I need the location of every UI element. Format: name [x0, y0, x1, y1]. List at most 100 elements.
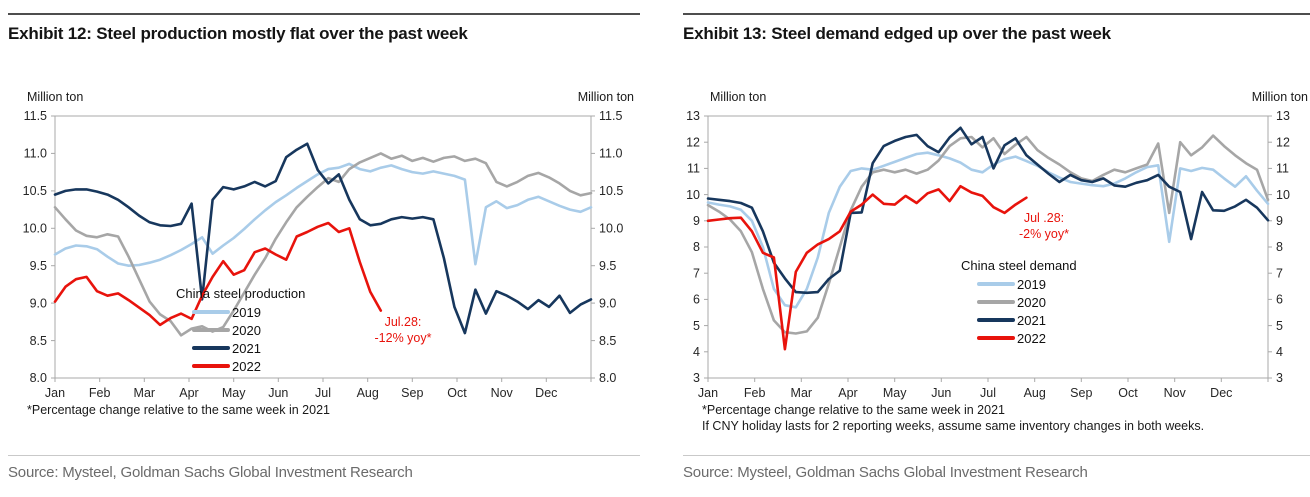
legend-item-2022: 2022: [192, 357, 305, 375]
panel-top-rule: [8, 13, 640, 15]
x-tick-month: Jan: [698, 386, 718, 400]
x-tick-month: Dec: [1210, 386, 1232, 400]
y-tick-right: 9: [1276, 214, 1283, 228]
y-tick-left: 4: [693, 345, 700, 359]
axes-frame: [51, 115, 595, 382]
annotation-yoy-value: -12% yoy*: [374, 331, 432, 346]
source-line: Source: Mysteel, Goldman Sachs Global In…: [8, 464, 413, 481]
y-tick-right: 4: [1276, 345, 1283, 359]
x-tick-month: Oct: [1118, 386, 1138, 400]
y-tick-right: 3: [1276, 371, 1283, 385]
y-tick-left: 9.5: [30, 259, 47, 273]
latest-point-annotation: Jul .28: -2% yoy*: [1003, 210, 1085, 243]
legend-swatch-2021: [192, 346, 230, 350]
axes-frame: [704, 115, 1272, 382]
legend-items: 2019 2020 2021 2022: [176, 303, 305, 375]
y-tick-right: 12: [1276, 135, 1290, 149]
legend-swatch-2022: [192, 364, 230, 368]
x-tick-month: Nov: [1164, 386, 1187, 400]
annotation-yoy-value: -2% yoy*: [1018, 227, 1070, 242]
y-tick-left: 11.5: [24, 109, 47, 123]
legend-label: 2022: [232, 358, 261, 374]
x-tick-month: May: [883, 386, 907, 400]
steel-demand-chart: 3 3 4 4 5 5 6 6 7 7 8 8 9 9 10 10 11 11 12 12 13 13 Jan Feb Mar A…: [686, 109, 1290, 400]
y-tick-right: 10.5: [599, 184, 623, 198]
x-tick-month: Apr: [838, 386, 857, 400]
annotation-date: Jul .28:: [1023, 211, 1065, 225]
source-divider: [683, 455, 1310, 456]
legend-label: 2019: [1017, 276, 1046, 292]
legend-label: 2020: [1017, 294, 1046, 310]
x-tick-month: Nov: [491, 386, 514, 400]
axis-tick-labels: 8.0 8.0 8.5 8.5 9.0 9.0 9.5 9.5 10.0 10.0 10.5 10.5…: [23, 109, 624, 400]
y-tick-right: 11.0: [599, 147, 622, 161]
legend-item-2021: 2021: [192, 339, 305, 357]
x-tick-month: Feb: [744, 386, 766, 400]
x-tick-month: Sep: [401, 386, 423, 400]
legend-item-2022: 2022: [977, 329, 1077, 347]
x-tick-month: Mar: [134, 386, 156, 400]
panel-top-rule: [683, 13, 1310, 15]
y-tick-right: 9.5: [599, 259, 616, 273]
x-tick-month: Sep: [1070, 386, 1092, 400]
legend-item-2021: 2021: [977, 311, 1077, 329]
x-tick-month: Jun: [268, 386, 288, 400]
x-tick-month: Aug: [1024, 386, 1046, 400]
x-tick-month: Apr: [179, 386, 198, 400]
series-line-2022: [706, 184, 1028, 351]
legend-label: 2019: [232, 304, 261, 320]
source-line: Source: Mysteel, Goldman Sachs Global In…: [683, 464, 1088, 481]
y-tick-right: 7: [1276, 266, 1283, 280]
legend-title: China steel production: [176, 286, 306, 301]
axis-tick-labels: 3 3 4 4 5 5 6 6 7 7 8 8 9 9 10 10 11 11 12 12 13 13 Jan Feb Mar A…: [686, 109, 1290, 400]
exhibit-title: Exhibit 12: Steel production mostly flat…: [8, 24, 468, 43]
legend-swatch-2022: [977, 336, 1015, 340]
exhibit-13-panel: Exhibit 13: Steel demand edged up over t…: [683, 0, 1310, 497]
y-tick-left: 3: [693, 371, 700, 385]
y-tick-right: 11.5: [599, 109, 622, 123]
footnote-line-2: If CNY holiday lasts for 2 reporting wee…: [702, 419, 1205, 433]
y-tick-right: 8.0: [599, 371, 616, 385]
y-axis-unit-left: Million ton: [710, 90, 767, 104]
y-tick-left: 9.0: [30, 296, 47, 310]
chart-legend: China steel production 2019 2020 2021 2022: [176, 286, 305, 375]
y-tick-right: 10: [1276, 188, 1290, 202]
x-tick-month: Aug: [357, 386, 379, 400]
exhibit-title: Exhibit 13: Steel demand edged up over t…: [683, 24, 1111, 43]
latest-point-annotation: Jul.28: -12% yoy*: [360, 314, 446, 347]
x-tick-month: Mar: [791, 386, 813, 400]
y-tick-left: 8.0: [30, 371, 47, 385]
x-tick-month: Dec: [535, 386, 557, 400]
source-divider: [8, 455, 640, 456]
series-line-2020: [706, 134, 1270, 335]
x-tick-month: Oct: [447, 386, 467, 400]
legend-label: 2021: [1017, 312, 1046, 328]
steel-production-chart: 8.0 8.0 8.5 8.5 9.0 9.0 9.5 9.5 10.0 10.0 10.5 10.5…: [23, 109, 624, 400]
chart-legend: China steel demand 2019 2020 2021 2022: [961, 258, 1077, 347]
legend-swatch-2021: [977, 318, 1015, 322]
y-tick-left: 8.5: [30, 334, 47, 348]
x-tick-month: Jul: [980, 386, 996, 400]
y-axis-unit-left: Million ton: [27, 90, 84, 104]
legend-item-2019: 2019: [192, 303, 305, 321]
series-line-2020: [53, 152, 593, 337]
y-tick-right: 10.0: [599, 222, 623, 236]
legend-item-2020: 2020: [192, 321, 305, 339]
x-tick-month: Feb: [89, 386, 111, 400]
y-tick-left: 6: [693, 293, 700, 307]
legend-swatch-2020: [977, 300, 1015, 304]
y-tick-left: 10.5: [23, 184, 47, 198]
y-tick-right: 8: [1276, 240, 1283, 254]
legend-swatch-2020: [192, 328, 230, 332]
legend-items: 2019 2020 2021 2022: [961, 275, 1077, 347]
y-tick-left: 12: [686, 135, 700, 149]
y-tick-right: 6: [1276, 293, 1283, 307]
x-tick-month: Jun: [931, 386, 951, 400]
y-tick-left: 10: [686, 188, 700, 202]
chart-footnote: *Percentage change relative to the same …: [702, 402, 1310, 434]
annotation-date: Jul.28:: [384, 315, 422, 329]
series-line-2021: [53, 142, 593, 335]
y-tick-left: 11.0: [24, 147, 47, 161]
y-tick-left: 8: [693, 240, 700, 254]
y-axis-unit-right: Million ton: [577, 90, 634, 104]
